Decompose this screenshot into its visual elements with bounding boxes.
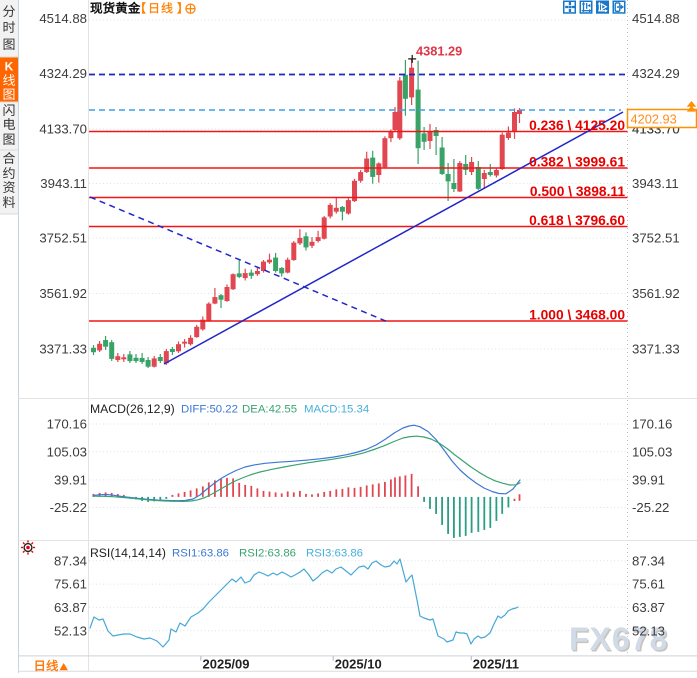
svg-text:4514.88: 4514.88 bbox=[39, 11, 87, 26]
svg-text:39.91: 39.91 bbox=[632, 473, 665, 488]
svg-text:170.16: 170.16 bbox=[47, 417, 87, 432]
svg-text:170.16: 170.16 bbox=[632, 417, 672, 432]
svg-text:-25.22: -25.22 bbox=[632, 500, 669, 515]
svg-text:1.000 \ 3468.00: 1.000 \ 3468.00 bbox=[529, 308, 625, 323]
svg-text:4381.29: 4381.29 bbox=[416, 44, 462, 59]
svg-text:3371.33: 3371.33 bbox=[39, 341, 87, 356]
svg-text:3561.92: 3561.92 bbox=[632, 286, 680, 301]
svg-text:4324.29: 4324.29 bbox=[632, 66, 680, 81]
svg-text:0.236 \ 4125.20: 0.236 \ 4125.20 bbox=[529, 118, 625, 133]
svg-text:0.618 \ 3796.60: 0.618 \ 3796.60 bbox=[529, 213, 625, 228]
svg-text:105.03: 105.03 bbox=[632, 444, 672, 459]
svg-text:3752.51: 3752.51 bbox=[39, 231, 87, 246]
svg-text:2025/10: 2025/10 bbox=[335, 656, 382, 671]
svg-text:52.13: 52.13 bbox=[632, 623, 665, 638]
svg-text:RSI2:63.86: RSI2:63.86 bbox=[239, 548, 296, 560]
svg-text:K: K bbox=[5, 60, 14, 74]
svg-text:87.34: 87.34 bbox=[632, 553, 665, 568]
svg-text:3943.11: 3943.11 bbox=[40, 176, 87, 191]
svg-text:4514.88: 4514.88 bbox=[632, 11, 680, 26]
svg-text:4133.70: 4133.70 bbox=[39, 121, 87, 136]
svg-text:75.61: 75.61 bbox=[54, 577, 87, 592]
svg-text:63.87: 63.87 bbox=[632, 600, 665, 615]
svg-text:RSI3:63.86: RSI3:63.86 bbox=[306, 548, 363, 560]
svg-text:FX678: FX678 bbox=[569, 621, 668, 657]
svg-text:63.87: 63.87 bbox=[54, 600, 87, 615]
svg-text:0.500 \ 3898.11: 0.500 \ 3898.11 bbox=[530, 184, 625, 199]
svg-text:52.13: 52.13 bbox=[54, 623, 87, 638]
svg-text:4324.29: 4324.29 bbox=[39, 66, 87, 81]
svg-text:4202.93: 4202.93 bbox=[631, 111, 677, 126]
svg-text:3371.33: 3371.33 bbox=[632, 341, 680, 356]
svg-text:105.03: 105.03 bbox=[47, 444, 87, 459]
svg-text:87.34: 87.34 bbox=[54, 553, 87, 568]
svg-text:3752.51: 3752.51 bbox=[632, 231, 680, 246]
svg-text:MACD:15.34: MACD:15.34 bbox=[304, 404, 369, 416]
svg-text:MACD(26,12,9): MACD(26,12,9) bbox=[90, 402, 175, 416]
svg-text:-25.22: -25.22 bbox=[50, 500, 87, 515]
svg-text:DIFF:50.22: DIFF:50.22 bbox=[181, 404, 238, 416]
svg-text:DEA:42.55: DEA:42.55 bbox=[242, 404, 297, 416]
svg-text:RSI1:63.86: RSI1:63.86 bbox=[172, 548, 229, 560]
svg-text:2025/11: 2025/11 bbox=[473, 656, 519, 671]
svg-text:3943.11: 3943.11 bbox=[632, 176, 679, 191]
svg-text:RSI(14,14,14): RSI(14,14,14) bbox=[90, 546, 166, 560]
svg-text:FX678: FX678 bbox=[571, 623, 670, 659]
svg-text:2025/09: 2025/09 bbox=[203, 656, 250, 671]
svg-text:3561.92: 3561.92 bbox=[39, 286, 87, 301]
svg-text:39.91: 39.91 bbox=[54, 473, 87, 488]
svg-text:0.382 \ 3999.61: 0.382 \ 3999.61 bbox=[529, 155, 625, 170]
svg-text:75.61: 75.61 bbox=[632, 577, 665, 592]
